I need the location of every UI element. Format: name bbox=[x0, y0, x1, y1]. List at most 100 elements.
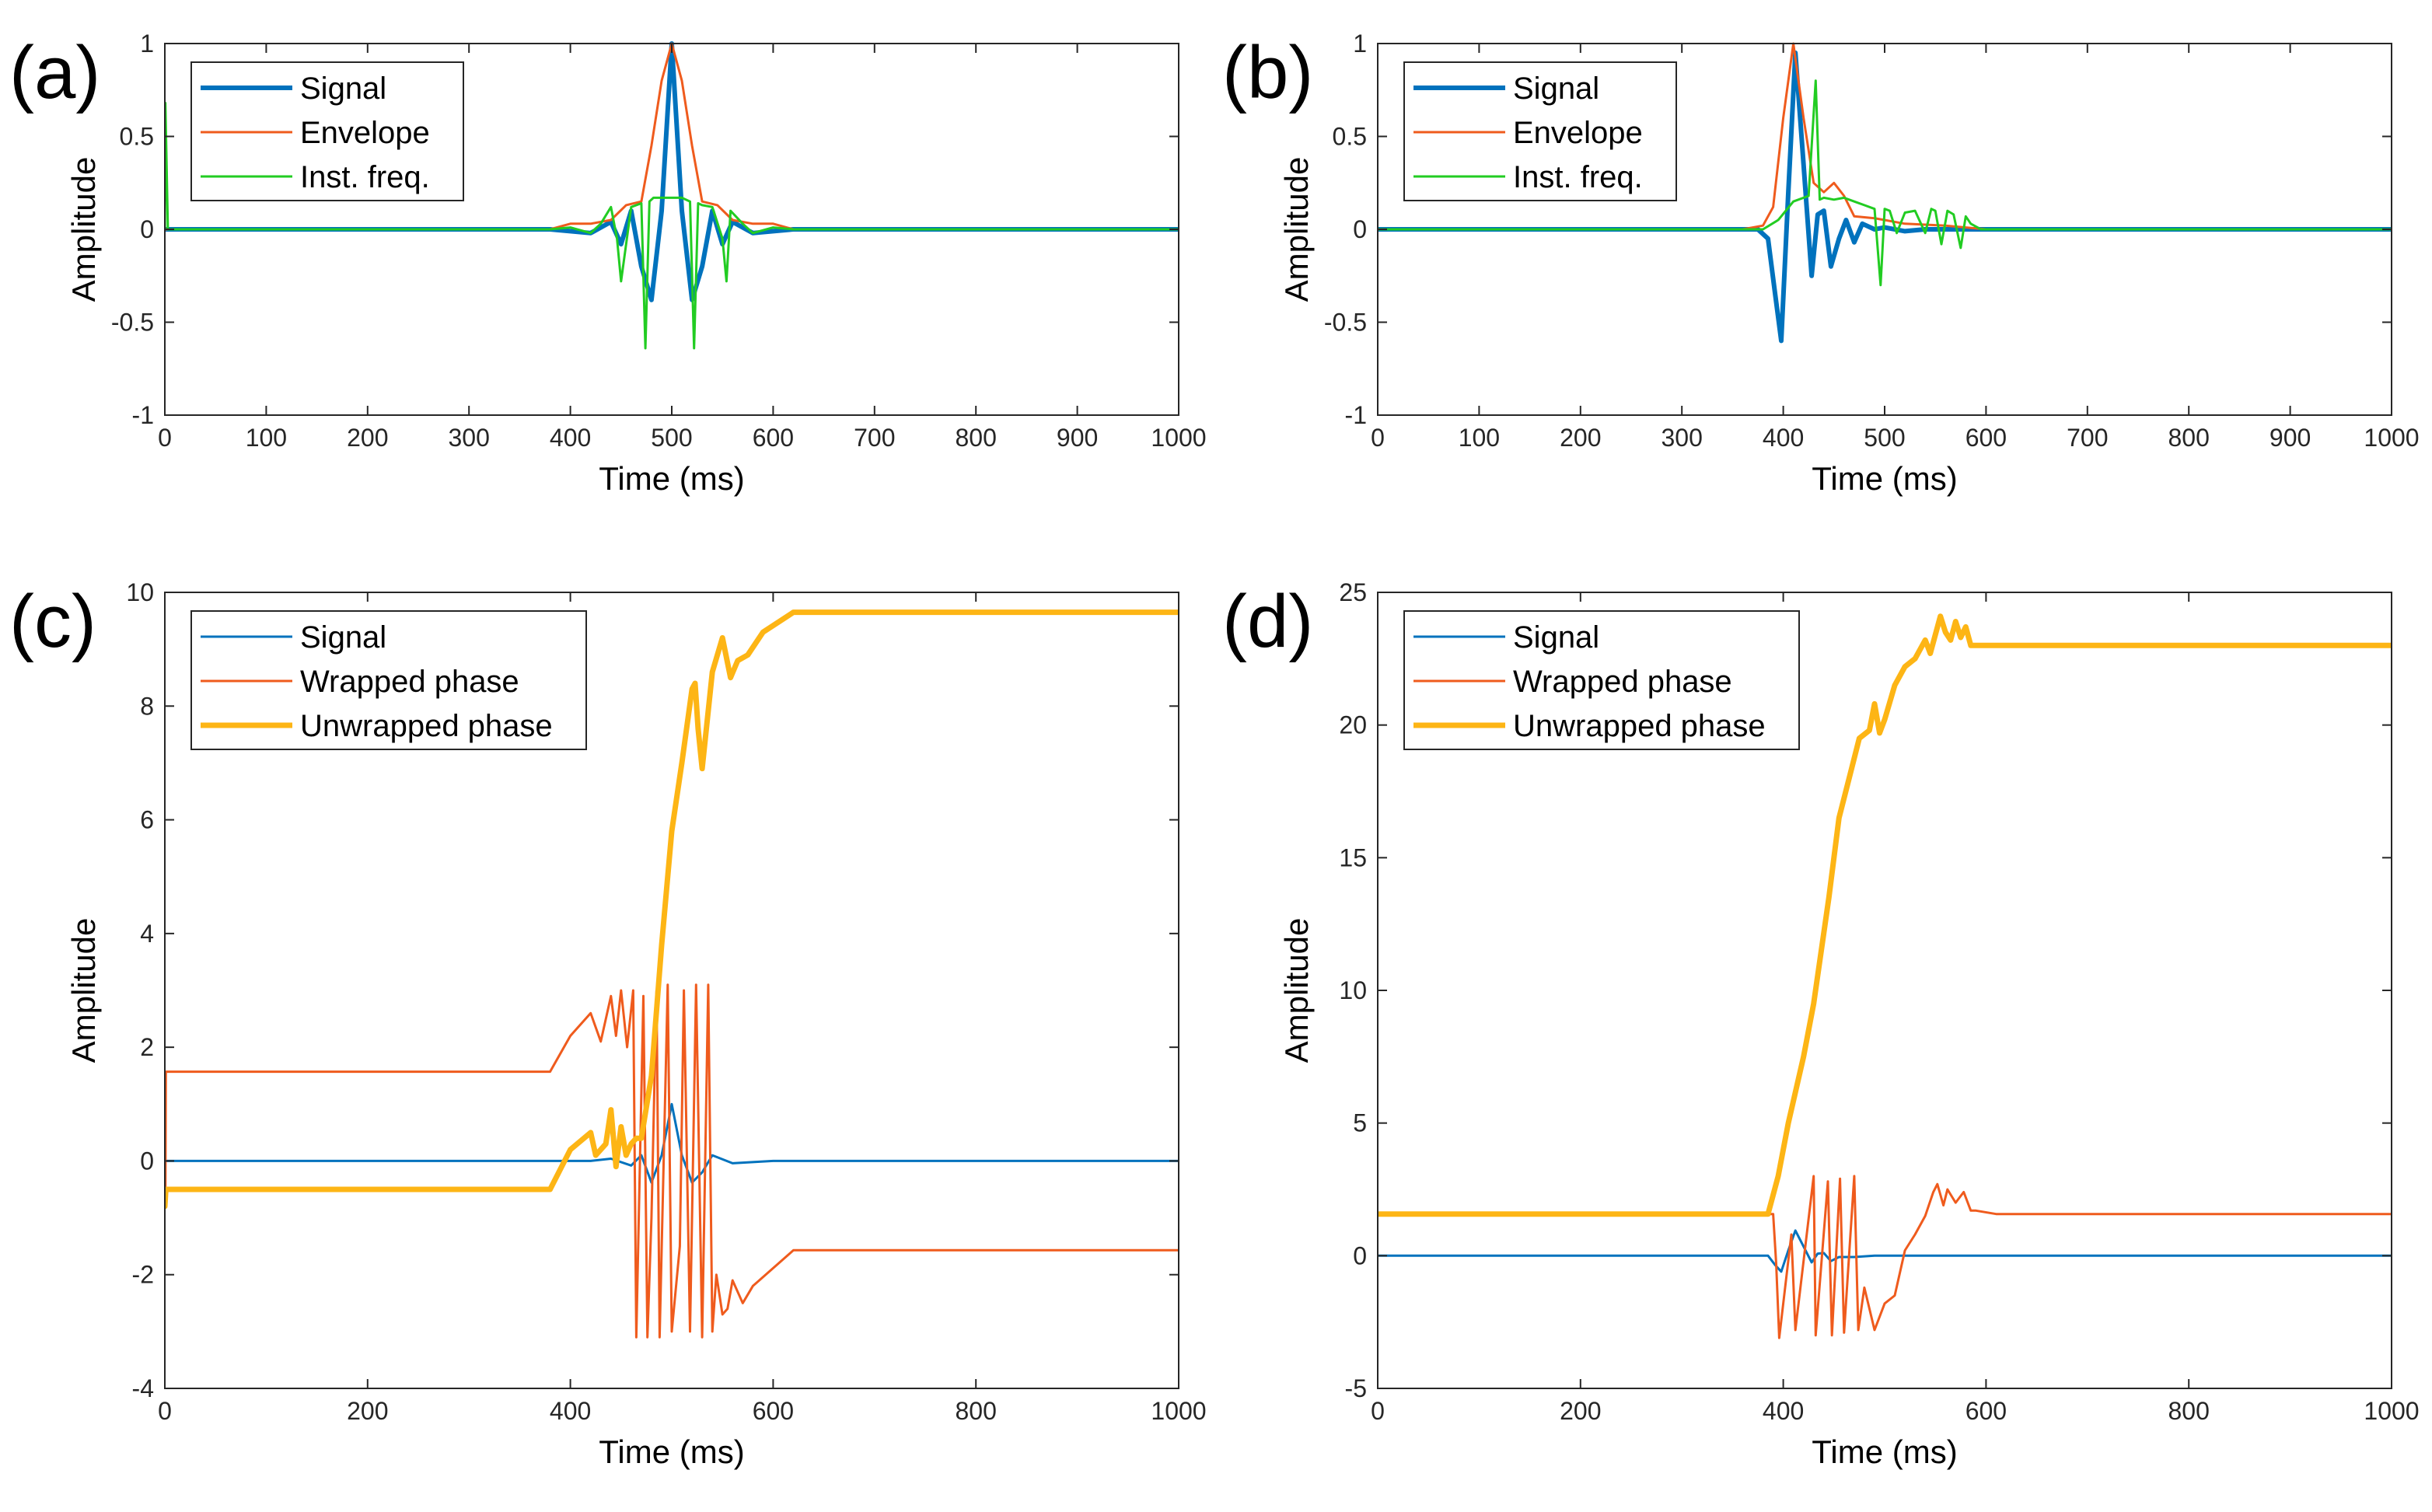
x-axis-label: Time (ms) bbox=[599, 460, 744, 497]
legend-entry-label: Inst. freq. bbox=[1513, 160, 1643, 194]
x-tick-label: 400 bbox=[550, 1397, 591, 1425]
x-tick-label: 900 bbox=[1057, 424, 1098, 452]
y-tick-label: 1 bbox=[1353, 30, 1367, 58]
legend-entry-label: Signal bbox=[300, 620, 386, 655]
series-group bbox=[1378, 613, 2392, 1339]
legend-entry-label: Wrapped phase bbox=[300, 665, 519, 699]
series-line-wrapped-phase bbox=[165, 983, 1179, 1339]
y-tick-label: 2 bbox=[140, 1033, 154, 1061]
chart-panel-2: 0 200 400 600 800 1000 -4 -2 0 2 4 6 8 10 Time (ms) Amp… bbox=[9, 578, 1207, 1470]
x-tick-label: 700 bbox=[2067, 424, 2108, 452]
x-tick-label: 200 bbox=[347, 424, 388, 452]
x-tick-label: 1000 bbox=[1151, 424, 1206, 452]
y-axis-label: Amplitude bbox=[1278, 918, 1315, 1063]
legend-entry-label: Envelope bbox=[300, 116, 430, 150]
x-tick-label: 400 bbox=[550, 424, 591, 452]
x-tick-label: 100 bbox=[1459, 424, 1500, 452]
series-group bbox=[1378, 42, 2392, 344]
panel-label: (c) bbox=[9, 580, 96, 663]
y-tick-label: 0.5 bbox=[120, 123, 154, 151]
y-tick-label: 20 bbox=[1339, 711, 1367, 739]
x-tick-label: 300 bbox=[1662, 424, 1703, 452]
y-tick-label: -1 bbox=[132, 401, 154, 429]
y-tick-label: 8 bbox=[140, 692, 154, 720]
x-axis-label: Time (ms) bbox=[1812, 460, 1957, 497]
axes-box bbox=[164, 592, 1179, 1389]
x-tick-label: 800 bbox=[956, 1397, 997, 1425]
x-axis-label: Time (ms) bbox=[1812, 1433, 1957, 1470]
x-axis-label: Time (ms) bbox=[599, 1433, 744, 1470]
series-line-inst-freq- bbox=[1378, 79, 2392, 287]
legend: Signal Envelope Inst. freq. bbox=[190, 61, 464, 201]
x-tick-label: 500 bbox=[1864, 424, 1905, 452]
series-line-wrapped-phase bbox=[1378, 1175, 2392, 1339]
series-line-inst-freq- bbox=[165, 102, 1179, 350]
x-tick-label: 600 bbox=[753, 1397, 794, 1425]
x-tick-label: 200 bbox=[1560, 1397, 1601, 1425]
x-tick-label: 600 bbox=[1966, 1397, 2007, 1425]
y-tick-label: -5 bbox=[1345, 1374, 1367, 1402]
x-tick-label: 700 bbox=[854, 424, 895, 452]
x-tick-label: 500 bbox=[651, 424, 692, 452]
chart-panel-1: 0 100 200 300 400 500 600 700 800 900 1000 -1 -0.5 0 0… bbox=[1222, 30, 2420, 497]
x-tick-label: 0 bbox=[1371, 1397, 1385, 1425]
legend-entry-label: Signal bbox=[1513, 620, 1599, 655]
legend-entry-label: Envelope bbox=[1513, 116, 1643, 150]
x-tick-label: 400 bbox=[1763, 424, 1804, 452]
legend: Signal Wrapped phase Unwrapped phase bbox=[1403, 610, 1800, 750]
legend-entry-label: Signal bbox=[1513, 72, 1599, 106]
y-tick-label: 4 bbox=[140, 920, 154, 948]
x-tick-label: 1000 bbox=[1151, 1397, 1206, 1425]
legend-entry-label: Wrapped phase bbox=[1513, 665, 1732, 699]
legend-entry-label: Signal bbox=[300, 72, 386, 106]
series-line-unwrapped-phase bbox=[165, 609, 1179, 1210]
x-tick-label: 0 bbox=[158, 424, 172, 452]
y-tick-label: 0 bbox=[140, 215, 154, 243]
y-tick-label: -4 bbox=[132, 1374, 154, 1402]
series-line-signal bbox=[1378, 50, 2392, 344]
panel-label: (d) bbox=[1222, 580, 1313, 663]
y-axis-label: Amplitude bbox=[1278, 157, 1315, 302]
series-line-envelope bbox=[1378, 42, 2392, 231]
chart-panel-0: 0 100 200 300 400 500 600 700 800 900 1000 -1 -0.5 0 0… bbox=[9, 30, 1207, 497]
y-tick-label: 0 bbox=[1353, 1241, 1367, 1269]
y-tick-label: 25 bbox=[1339, 578, 1367, 606]
y-tick-label: -0.5 bbox=[1324, 309, 1367, 337]
y-tick-label: 1 bbox=[140, 30, 154, 58]
x-tick-label: 600 bbox=[1966, 424, 2007, 452]
panel-label: (b) bbox=[1222, 31, 1313, 114]
x-tick-label: 0 bbox=[1371, 424, 1385, 452]
x-tick-label: 1000 bbox=[2364, 1397, 2419, 1425]
series-line-unwrapped-phase bbox=[1378, 613, 2392, 1217]
series-line-signal bbox=[165, 1102, 1179, 1184]
legend-entry-label: Unwrapped phase bbox=[300, 709, 553, 743]
y-tick-label: -0.5 bbox=[111, 309, 154, 337]
y-tick-label: 15 bbox=[1339, 843, 1367, 871]
x-tick-label: 1000 bbox=[2364, 424, 2419, 452]
x-tick-label: 800 bbox=[2168, 424, 2210, 452]
y-tick-label: -2 bbox=[132, 1261, 154, 1289]
x-tick-label: 800 bbox=[956, 424, 997, 452]
y-tick-label: 0 bbox=[140, 1147, 154, 1175]
y-tick-label: 6 bbox=[140, 806, 154, 834]
y-tick-label: 0 bbox=[1353, 215, 1367, 243]
panel-label: (a) bbox=[9, 31, 100, 114]
x-tick-label: 200 bbox=[1560, 424, 1601, 452]
legend-entry-label: Unwrapped phase bbox=[1513, 709, 1766, 743]
legend-entry-label: Inst. freq. bbox=[300, 160, 430, 194]
y-axis-label: Amplitude bbox=[65, 918, 102, 1063]
x-tick-label: 0 bbox=[158, 1397, 172, 1425]
y-tick-label: 5 bbox=[1353, 1109, 1367, 1137]
y-axis-label: Amplitude bbox=[65, 157, 102, 302]
y-tick-label: 10 bbox=[126, 578, 154, 606]
x-tick-label: 200 bbox=[347, 1397, 388, 1425]
y-tick-label: -1 bbox=[1345, 401, 1367, 429]
x-tick-label: 300 bbox=[449, 424, 490, 452]
y-tick-label: 10 bbox=[1339, 976, 1367, 1004]
legend: Signal Wrapped phase Unwrapped phase bbox=[190, 610, 587, 750]
x-tick-label: 800 bbox=[2168, 1397, 2210, 1425]
x-tick-label: 600 bbox=[753, 424, 794, 452]
x-tick-label: 900 bbox=[2270, 424, 2311, 452]
y-tick-label: 0.5 bbox=[1333, 123, 1367, 151]
